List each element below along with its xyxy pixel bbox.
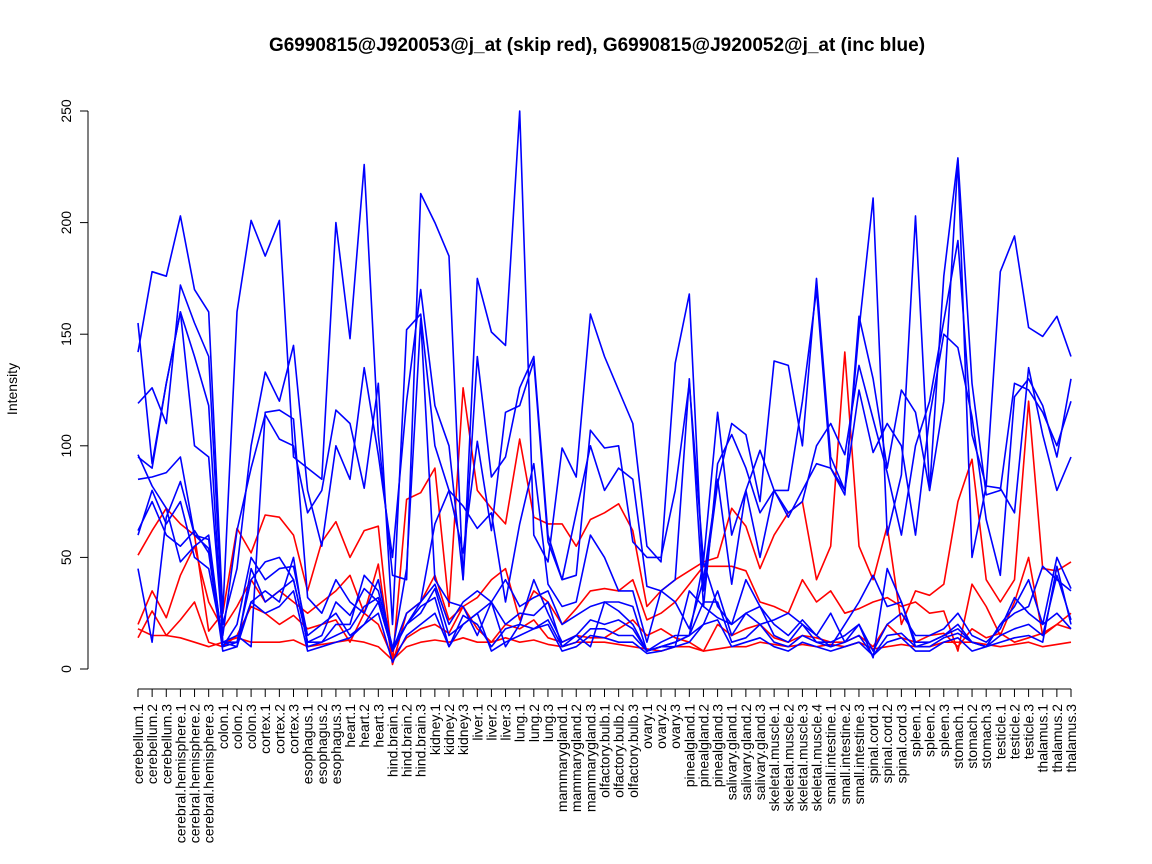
x-tick-label: lung.1: [512, 704, 528, 742]
x-tick-label: salivary.gland.2: [738, 704, 754, 800]
x-tick-label: olfactory.bulb.2: [611, 704, 627, 798]
x-tick-label: skeletal.muscle.4: [809, 704, 825, 812]
x-tick-label: cerebellum.2: [144, 704, 160, 784]
x-tick-label: stomach.3: [978, 704, 994, 769]
x-tick-label: cerebellum.1: [130, 704, 146, 784]
x-tick-label: esophagus.1: [300, 704, 316, 784]
x-tick-label: esophagus.2: [314, 704, 330, 784]
x-tick-label: testicle.3: [1021, 704, 1037, 759]
x-tick-label: ovary.2: [653, 704, 669, 749]
x-tick-label: kidney.3: [455, 704, 471, 755]
y-axis-label: Intensity: [4, 363, 20, 415]
y-tick-label: 50: [58, 549, 74, 565]
x-tick-label: pinealgland.3: [710, 704, 726, 788]
x-tick-label: cortex.2: [271, 704, 287, 754]
x-tick-label: mammarygland.2: [568, 704, 584, 812]
x-tick-label: mammarygland.1: [554, 704, 570, 812]
y-tick-label: 250: [58, 99, 74, 123]
inc-series-line: [137, 110, 1072, 615]
x-tick-label: thalamus.2: [1049, 704, 1065, 773]
inc-series-line: [137, 454, 1072, 657]
x-tick-label: thalamus.1: [1035, 704, 1051, 773]
x-tick-label: ovary.1: [639, 704, 655, 749]
x-tick-label: colon.1: [215, 704, 231, 749]
x-tick-label: lung.3: [540, 704, 556, 742]
x-tick-label: lung.2: [526, 704, 542, 742]
skip-series-line: [137, 351, 1072, 664]
y-tick-label: 100: [58, 434, 74, 458]
x-tick-label: spleen.2: [922, 704, 938, 757]
x-tick-label: cortex.3: [286, 704, 302, 754]
x-tick-label: cerebral.hemisphere.1: [172, 704, 188, 844]
series-layer: [137, 110, 1072, 666]
x-tick-label: heart.3: [370, 704, 386, 748]
y-tick-label: 0: [58, 665, 74, 673]
x-tick-label: salivary.gland.1: [724, 704, 740, 800]
x-tick-label: colon.3: [243, 704, 259, 749]
x-tick-label: testicle.1: [992, 704, 1008, 759]
x-tick-label: skeletal.muscle.1: [766, 704, 782, 812]
x-tick-label: kidney.2: [441, 704, 457, 755]
x-tick-label: hind.brain.2: [399, 704, 415, 777]
x-tick-label: heart.2: [356, 704, 372, 748]
y-tick-label: 200: [58, 211, 74, 235]
x-tick-label: spinal.cord.3: [893, 704, 909, 784]
x-tick-label: spinal.cord.1: [865, 704, 881, 784]
x-tick-label: mammarygland.3: [582, 704, 598, 812]
inc-series-line: [137, 500, 1072, 664]
x-tick-label: stomach.2: [964, 704, 980, 769]
x-tick-label: pinealgland.2: [695, 704, 711, 788]
x-tick-label: colon.2: [229, 704, 245, 749]
x-axis: cerebellum.1cerebellum.2cerebellum.3cere…: [130, 688, 1079, 844]
x-tick-label: skeletal.muscle.3: [794, 704, 810, 812]
chart-title: G6990815@J920053@j_at (skip red), G69908…: [269, 35, 925, 56]
x-tick-label: cortex.1: [257, 704, 273, 754]
x-tick-label: olfactory.bulb.3: [625, 704, 641, 798]
x-tick-label: small.intestine.3: [851, 704, 867, 805]
x-tick-label: small.intestine.2: [837, 704, 853, 805]
x-tick-label: heart.1: [342, 704, 358, 748]
x-tick-label: spleen.3: [936, 704, 952, 757]
x-tick-label: spleen.1: [908, 704, 924, 757]
x-tick-label: kidney.1: [427, 704, 443, 755]
y-axis: 0 50 100 150 200 250: [58, 99, 89, 673]
x-tick-label: cerebral.hemisphere.3: [201, 704, 217, 844]
x-tick-label: skeletal.muscle.2: [780, 704, 796, 812]
x-tick-label: esophagus.3: [328, 704, 344, 784]
x-tick-label: cerebellum.3: [158, 704, 174, 784]
inc-series-line: [137, 239, 1072, 652]
x-tick-label: small.intestine.1: [823, 704, 839, 805]
inc-series-line: [137, 480, 1072, 652]
x-tick-label: liver.1: [469, 704, 485, 741]
x-tick-label: pinealgland.1: [681, 704, 697, 788]
x-tick-label: liver.3: [498, 704, 514, 741]
x-tick-label: liver.2: [483, 704, 499, 741]
x-tick-label: thalamus.3: [1063, 704, 1079, 773]
y-tick-label: 150: [58, 322, 74, 346]
x-tick-label: spinal.cord.2: [879, 704, 895, 784]
x-tick-label: testicle.2: [1006, 704, 1022, 759]
x-tick-label: hind.brain.1: [384, 704, 400, 777]
x-tick-label: ovary.3: [667, 704, 683, 749]
skip-series-line: [137, 545, 1072, 666]
x-tick-label: stomach.1: [950, 704, 966, 769]
x-tick-label: olfactory.bulb.1: [597, 704, 613, 798]
inc-series-line: [137, 311, 1072, 637]
x-tick-label: hind.brain.3: [413, 704, 429, 777]
x-tick-label: salivary.gland.3: [752, 704, 768, 800]
inc-series-line: [137, 157, 1072, 626]
x-tick-label: cerebral.hemisphere.2: [187, 704, 203, 844]
